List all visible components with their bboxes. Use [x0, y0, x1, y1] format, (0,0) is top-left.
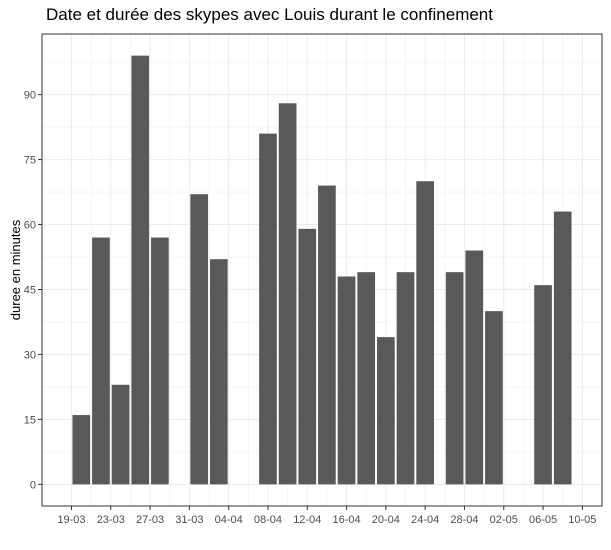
- x-tick-label: 02-05: [490, 514, 518, 526]
- x-tick-label: 12-04: [293, 514, 321, 526]
- bar: [445, 272, 464, 485]
- bar: [298, 228, 317, 485]
- bar: [553, 211, 572, 485]
- x-tick-label: 08-04: [254, 514, 282, 526]
- x-tick-label: 23-03: [97, 514, 125, 526]
- x-tick-label: 20-04: [372, 514, 400, 526]
- bar: [72, 415, 91, 485]
- bar: [92, 237, 110, 485]
- x-tick-label: 10-05: [568, 514, 596, 526]
- y-tick-label: 45: [24, 284, 36, 296]
- y-tick-label: 75: [24, 155, 36, 167]
- bar: [111, 384, 130, 485]
- x-tick-label: 04-04: [215, 514, 243, 526]
- x-tick-label: 19-03: [57, 514, 85, 526]
- x-tick-label: 16-04: [332, 514, 360, 526]
- y-tick-label: 0: [30, 479, 36, 491]
- bar: [278, 103, 297, 485]
- bar: [377, 337, 395, 485]
- bar: [318, 185, 336, 485]
- y-tick-label: 15: [24, 414, 36, 426]
- x-tick-label: 31-03: [175, 514, 203, 526]
- bar: [131, 55, 150, 485]
- bar: [259, 133, 277, 485]
- bar: [534, 285, 552, 485]
- bar: [357, 272, 376, 485]
- y-tick-label: 60: [24, 220, 36, 232]
- x-tick-label: 24-04: [411, 514, 439, 526]
- x-tick-label: 28-04: [450, 514, 478, 526]
- bar: [465, 250, 484, 485]
- y-tick-label: 30: [24, 349, 36, 361]
- y-axis-title: duree en minutes: [8, 219, 23, 320]
- bar: [190, 194, 209, 485]
- bar: [396, 272, 415, 485]
- bar: [337, 276, 356, 485]
- panel-border: [41, 33, 603, 507]
- chart-title: Date et durée des skypes avec Louis dura…: [46, 5, 493, 24]
- x-tick-label: 27-03: [136, 514, 164, 526]
- bar: [485, 311, 503, 485]
- bar: [151, 237, 169, 485]
- bar: [210, 259, 228, 485]
- bar: [416, 181, 434, 485]
- y-tick-label: 90: [24, 90, 36, 102]
- x-tick-label: 06-05: [529, 514, 557, 526]
- bars: [72, 55, 572, 485]
- axes: 0 15 30 45 60 75 90 19-03 23-03 27-03 31-03 04-04 08…: [24, 90, 597, 526]
